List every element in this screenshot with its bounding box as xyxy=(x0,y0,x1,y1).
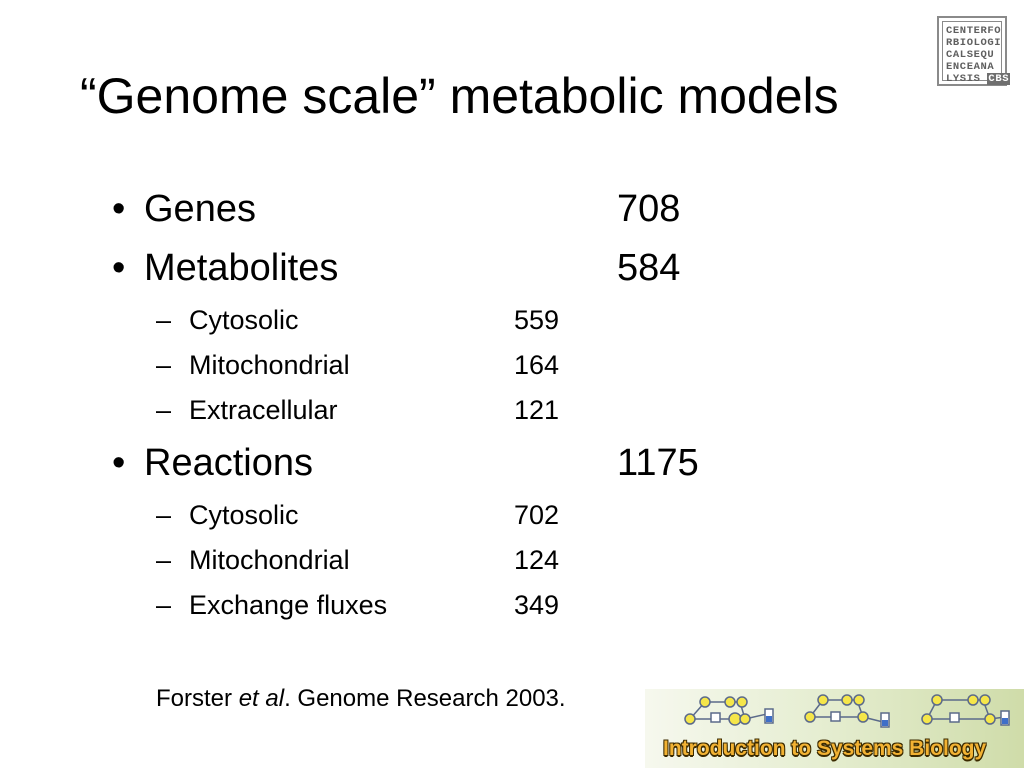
item-value: 584 xyxy=(617,247,681,289)
network-graphic xyxy=(684,694,1010,728)
citation-authors: Forster xyxy=(156,685,239,712)
sub-item-value: 124 xyxy=(514,545,560,575)
citation-et-al: et al xyxy=(238,685,285,712)
bullet-icon: • xyxy=(112,442,126,484)
logo-text-line: CENTERFO xyxy=(946,25,1002,37)
list-item-genes: • Genes 708 xyxy=(0,187,1024,231)
course-banner: Introduction to Systems Biology xyxy=(645,689,1024,768)
sub-item-label: Extracellular xyxy=(189,395,338,425)
citation-journal: . Genome Research 2003. xyxy=(284,685,566,712)
item-value: 1175 xyxy=(617,442,699,484)
sub-item-reactions-cytosolic: – Cytosolic 702 xyxy=(0,499,1024,531)
logo-text-line: CALSEQU xyxy=(946,49,995,61)
dash-icon: – xyxy=(156,305,172,335)
bullet-icon: • xyxy=(112,247,126,289)
course-banner-title: Introduction to Systems Biology xyxy=(663,737,987,760)
slide-title: “Genome scale” metabolic models xyxy=(80,68,839,124)
list-item-metabolites: • Metabolites 584 xyxy=(0,246,1024,290)
sub-item-reactions-exchange-fluxes: – Exchange fluxes 349 xyxy=(0,589,1024,621)
logo-text-line: LYSIS CBS xyxy=(946,73,1011,85)
sub-item-value: 559 xyxy=(514,305,560,335)
item-label: Genes xyxy=(144,188,256,230)
logo-cbs-mark: CBS xyxy=(987,73,1011,85)
logo-text-lysis: LYSIS xyxy=(946,73,981,85)
sub-item-label: Cytosolic xyxy=(189,500,299,530)
sub-item-metabolites-cytosolic: – Cytosolic 559 xyxy=(0,304,1024,336)
logo-text-line: RBIOLOGI xyxy=(946,37,1002,49)
citation: Forster et al. Genome Research 2003. xyxy=(156,684,566,714)
sub-item-value: 121 xyxy=(514,395,560,425)
dash-icon: – xyxy=(156,395,172,425)
sub-item-reactions-mitochondrial: – Mitochondrial 124 xyxy=(0,544,1024,576)
item-label: Metabolites xyxy=(144,247,339,289)
item-label: Reactions xyxy=(144,442,313,484)
sub-item-value: 164 xyxy=(514,350,560,380)
sub-item-label: Exchange fluxes xyxy=(189,590,388,620)
bullet-icon: • xyxy=(112,188,126,230)
cbs-logo: CENTERFO RBIOLOGI CALSEQU ENCEANA LYSIS … xyxy=(937,16,1011,86)
sub-item-value: 702 xyxy=(514,500,560,530)
list-item-reactions: • Reactions 1175 xyxy=(0,441,1024,485)
dash-icon: – xyxy=(156,545,172,575)
dash-icon: – xyxy=(156,500,172,530)
logo-text-line: ENCEANA xyxy=(946,61,995,73)
dash-icon: – xyxy=(156,590,172,620)
dash-icon: – xyxy=(156,350,172,380)
sub-item-label: Cytosolic xyxy=(189,305,299,335)
item-value: 708 xyxy=(617,188,681,230)
sub-item-label: Mitochondrial xyxy=(189,545,350,575)
sub-item-value: 349 xyxy=(514,590,560,620)
sub-item-metabolites-extracellular: – Extracellular 121 xyxy=(0,394,1024,426)
logo-frame: CENTERFO RBIOLOGI CALSEQU ENCEANA LYSIS … xyxy=(942,21,1011,85)
sub-item-label: Mitochondrial xyxy=(189,350,350,380)
sub-item-metabolites-mitochondrial: – Mitochondrial 164 xyxy=(0,349,1024,381)
